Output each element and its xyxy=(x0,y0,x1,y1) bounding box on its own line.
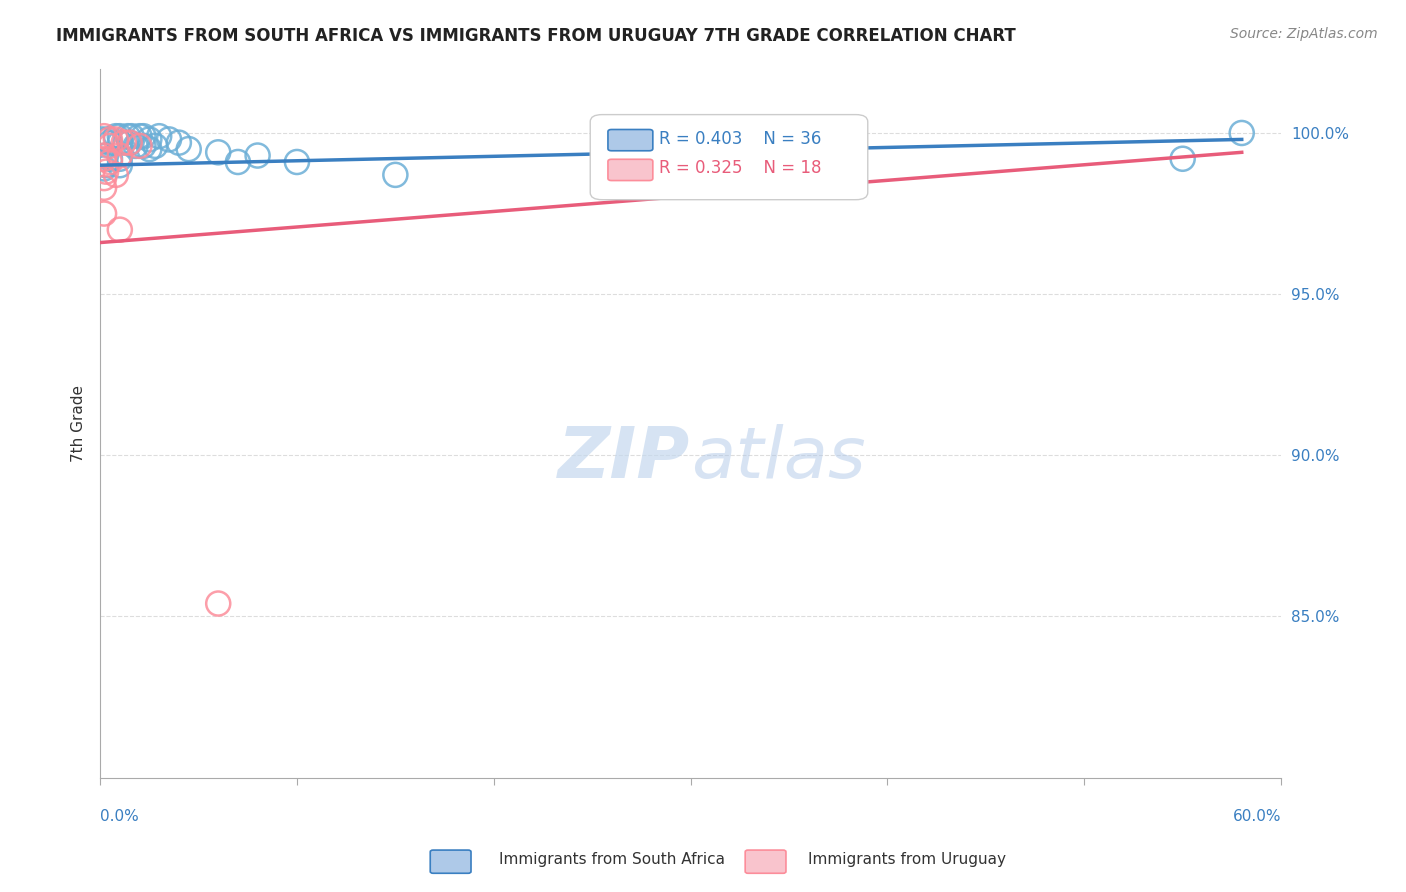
Text: IMMIGRANTS FROM SOUTH AFRICA VS IMMIGRANTS FROM URUGUAY 7TH GRADE CORRELATION CH: IMMIGRANTS FROM SOUTH AFRICA VS IMMIGRAN… xyxy=(56,27,1017,45)
Point xyxy=(148,129,170,144)
Point xyxy=(157,132,180,146)
Point xyxy=(108,152,131,166)
Point xyxy=(1171,152,1194,166)
Point xyxy=(94,148,117,162)
Point xyxy=(98,152,121,166)
Point xyxy=(108,129,131,144)
Text: 0.0%: 0.0% xyxy=(100,809,139,824)
Text: Source: ZipAtlas.com: Source: ZipAtlas.com xyxy=(1230,27,1378,41)
Point xyxy=(128,139,150,153)
Point xyxy=(117,129,139,144)
Point xyxy=(121,129,143,144)
Text: atlas: atlas xyxy=(690,424,865,493)
Point xyxy=(97,132,120,146)
Point xyxy=(778,168,800,182)
Point xyxy=(285,155,308,169)
Point xyxy=(108,136,131,150)
Text: 60.0%: 60.0% xyxy=(1233,809,1281,824)
Point xyxy=(837,164,859,178)
Text: ZIP: ZIP xyxy=(558,424,690,493)
Point xyxy=(143,139,166,153)
Text: R = 0.325    N = 18: R = 0.325 N = 18 xyxy=(659,160,821,178)
Point xyxy=(93,206,115,220)
Point xyxy=(104,129,127,144)
Point xyxy=(98,136,121,150)
Point xyxy=(93,171,115,186)
Point xyxy=(167,136,190,150)
Text: R = 0.403    N = 36: R = 0.403 N = 36 xyxy=(659,129,821,148)
FancyBboxPatch shape xyxy=(607,129,652,151)
Point xyxy=(118,136,141,150)
Point xyxy=(93,129,115,144)
Text: Immigrants from Uruguay: Immigrants from Uruguay xyxy=(808,852,1007,867)
FancyBboxPatch shape xyxy=(607,160,652,180)
Point xyxy=(124,139,146,153)
Y-axis label: 7th Grade: 7th Grade xyxy=(72,384,86,461)
Point xyxy=(128,129,150,144)
Point xyxy=(94,158,117,172)
FancyBboxPatch shape xyxy=(591,114,868,200)
Point xyxy=(1230,126,1253,140)
Point xyxy=(384,168,406,182)
Point xyxy=(246,148,269,162)
Point xyxy=(108,222,131,236)
Point xyxy=(118,136,141,150)
Point xyxy=(679,171,702,186)
Point xyxy=(138,142,160,156)
Point xyxy=(98,132,121,146)
Point xyxy=(94,164,117,178)
Point xyxy=(93,181,115,195)
Point xyxy=(104,168,127,182)
Point xyxy=(132,129,155,144)
Point xyxy=(91,132,114,146)
Point xyxy=(93,161,115,176)
Point xyxy=(98,139,121,153)
Point xyxy=(93,152,115,166)
Point xyxy=(108,158,131,172)
Point xyxy=(108,148,131,162)
Point xyxy=(93,148,115,162)
Point xyxy=(226,155,249,169)
Point xyxy=(207,145,229,160)
Point xyxy=(138,132,160,146)
Point xyxy=(98,155,121,169)
Point xyxy=(112,136,135,150)
Text: Immigrants from South Africa: Immigrants from South Africa xyxy=(499,852,725,867)
Point xyxy=(177,142,200,156)
Point xyxy=(104,132,127,146)
Point xyxy=(207,597,229,611)
Point xyxy=(132,139,155,153)
